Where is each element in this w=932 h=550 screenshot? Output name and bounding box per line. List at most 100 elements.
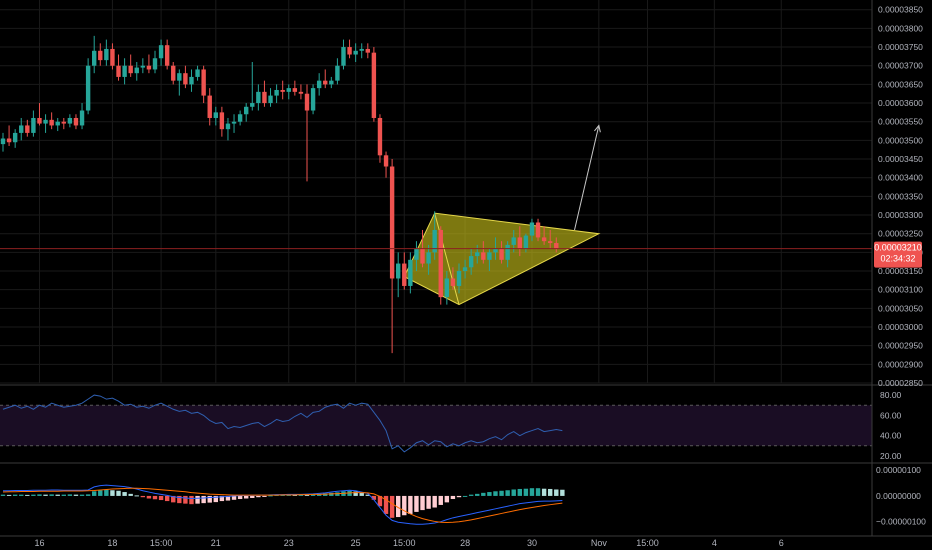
time-axis-tick: 28 (460, 538, 470, 548)
candle-body (310, 88, 316, 111)
macd-histogram-bar (475, 493, 480, 496)
macd-histogram-bar (225, 495, 231, 501)
candle-body (304, 93, 310, 111)
macd-histogram-bar (304, 494, 310, 496)
macd-histogram-bar (73, 494, 79, 496)
candle-body (146, 65, 152, 70)
candle-body (37, 117, 42, 124)
price-axis-tick: 0.00003600 (878, 98, 923, 108)
time-axis-tick: Nov (591, 538, 608, 548)
macd-histogram-bar (365, 494, 370, 496)
price-axis-tick: 0.00003450 (878, 154, 923, 164)
macd-histogram-bar (79, 494, 85, 496)
candle-body (408, 259, 413, 286)
candle-body (237, 114, 243, 122)
macd-histogram-bar (146, 495, 152, 499)
candle-body (450, 278, 456, 286)
rsi-band-fill (0, 405, 872, 446)
candle-body (414, 248, 419, 260)
macd-histogram-bar (487, 492, 492, 496)
candle-body (523, 235, 529, 249)
macd-histogram-bar (353, 491, 358, 496)
candle-body (6, 138, 12, 143)
macd-histogram-bar (256, 495, 261, 498)
candle-body (19, 125, 24, 133)
macd-histogram-bar (310, 494, 316, 496)
candle-body (85, 65, 91, 111)
macd-histogram-bar (377, 495, 383, 507)
macd-histogram-bar (134, 495, 139, 497)
candle-body (43, 119, 48, 124)
countdown-label: 02:34:32 (880, 254, 915, 264)
price-axis-tick: 0.00003050 (878, 303, 923, 313)
macd-histogram-bar (432, 495, 437, 508)
candle-body (329, 80, 334, 85)
candle-body (541, 237, 547, 242)
candle-body (92, 50, 97, 66)
candle-body (274, 89, 279, 96)
macd-histogram-bar (43, 494, 48, 496)
macd-histogram-bar (511, 489, 516, 496)
price-axis-tick: 0.00003550 (878, 117, 923, 127)
candle-body (12, 132, 18, 143)
macd-histogram-bar (201, 495, 206, 504)
macd-histogram-bar (177, 495, 182, 504)
candle-body (219, 112, 225, 130)
candle-body (280, 89, 285, 92)
time-axis-tick: 15:00 (150, 538, 173, 548)
candle-body (122, 65, 127, 77)
projection-arrow-head (594, 124, 601, 133)
candle-body (189, 76, 194, 85)
candle-body (201, 69, 206, 96)
macd-histogram-bar (195, 495, 200, 504)
candle-body (31, 117, 36, 133)
macd-histogram-bar (37, 494, 42, 496)
macd-histogram-bar (517, 488, 522, 496)
macd-histogram-bar (298, 494, 304, 496)
price-axis-tick: 0.00002900 (878, 359, 923, 369)
candle-body (268, 95, 273, 104)
macd-histogram-bar (219, 495, 225, 502)
drawing-overlay[interactable] (0, 124, 872, 250)
price-axis-tick: 0.00003700 (878, 61, 923, 71)
macd-histogram-bar (189, 495, 194, 505)
macd-histogram-bar (414, 495, 419, 512)
candle-body (548, 241, 553, 244)
macd-histogram-bar (164, 495, 170, 502)
price-axis-tick: 0.00003500 (878, 135, 923, 145)
candle-body (73, 117, 79, 126)
macd-histogram-bar (499, 490, 504, 496)
time-axis-tick: 15:00 (636, 538, 659, 548)
candle-body (79, 110, 85, 126)
candle-body (98, 50, 103, 61)
macd-histogram-bar (438, 495, 443, 505)
candle-body (456, 271, 462, 286)
macd-histogram-bar (268, 495, 273, 497)
candle-body (177, 73, 182, 81)
candle-body (213, 112, 218, 118)
macd-axis-tick: −0.00000100 (876, 517, 926, 527)
price-axis-tick: 0.00002850 (878, 378, 923, 388)
candle-body (444, 278, 450, 298)
time-axis-tick: 30 (527, 538, 537, 548)
macd-histogram-bar (110, 490, 115, 496)
macd-axis-tick: 0.00000100 (876, 465, 921, 475)
candle-body (164, 45, 170, 66)
candle-body (128, 65, 133, 74)
candle-body (104, 48, 109, 61)
macd-histogram-bar (383, 495, 389, 514)
macd-histogram-bar (335, 492, 340, 496)
macd-histogram-bar (31, 494, 36, 496)
candle-body (389, 166, 395, 279)
candle-body (468, 256, 474, 268)
macd-histogram-bar (85, 494, 91, 496)
time-axis-tick: 21 (211, 538, 221, 548)
candle-body (475, 252, 480, 257)
current-price-marker: 0.00003210 02:34:32 (874, 241, 922, 268)
macd-histogram-bar (535, 488, 541, 496)
rsi-panel: 80.00 60.00 40.00 20.00 (0, 390, 902, 461)
macd-histogram-bar (237, 495, 243, 500)
time-axis-tick: 4 (712, 538, 717, 548)
candle-body (195, 69, 200, 77)
